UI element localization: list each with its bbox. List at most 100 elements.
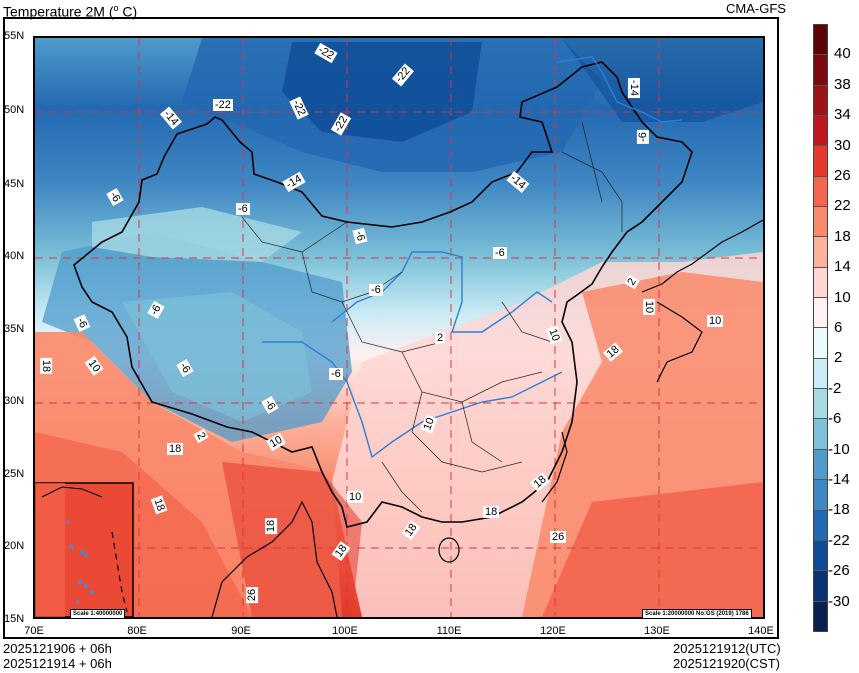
coastline-japan xyxy=(641,219,763,293)
contour-label: -6 xyxy=(636,130,649,144)
colorbar-tick-label: -26 xyxy=(828,562,850,580)
lat-label-50n: 50N xyxy=(4,104,25,116)
inset-scale-label: Scale 1:40000000 xyxy=(70,609,126,619)
colorbar-swatch xyxy=(814,510,827,541)
contour-label: -6 xyxy=(236,203,250,215)
colorbar-tick-label: 30 xyxy=(834,136,851,154)
title-unit: C) xyxy=(118,3,138,20)
colorbar-tick-label: 6 xyxy=(834,319,843,336)
contour-label: -22 xyxy=(213,99,233,111)
colorbar-swatch xyxy=(814,146,827,177)
colorbar-tick-label: -2 xyxy=(828,379,842,397)
colorbar-tick-label: 18 xyxy=(834,227,851,245)
map-canvas xyxy=(35,38,763,617)
colorbar-tick-label: 38 xyxy=(834,75,851,93)
colorbar-tick-label: 22 xyxy=(834,197,851,215)
colorbar-swatch xyxy=(814,571,827,602)
coldest-region xyxy=(282,42,482,142)
south-china-sea-inset xyxy=(35,482,134,617)
lon-label-130e: 130E xyxy=(644,625,670,637)
contour-label: 26 xyxy=(246,586,259,604)
contour-label: -6 xyxy=(329,368,343,380)
colorbar-swatch xyxy=(814,389,827,420)
colorbar-tick-label: -10 xyxy=(828,440,850,458)
basin-region xyxy=(92,207,302,262)
lon-label-90e: 90E xyxy=(231,625,251,637)
coastline-india-burma xyxy=(211,500,338,617)
lon-label-100e: 100E xyxy=(332,625,358,637)
colorbar-tick-label: 14 xyxy=(834,258,851,276)
contour-label: 10 xyxy=(643,298,656,316)
init-time-utc: 2025121906 + 06h xyxy=(3,641,112,656)
colorbar-swatch xyxy=(814,207,827,238)
colorbar-swatch xyxy=(814,480,827,511)
colorbar-tick-label: -18 xyxy=(828,501,850,519)
contour-label: -6 xyxy=(369,284,383,296)
colorbar-swatch xyxy=(814,358,827,390)
contour-label: 18 xyxy=(265,517,278,535)
colorbar xyxy=(813,24,828,632)
lat-label-55n: 55N xyxy=(4,30,25,42)
lat-label-35n: 35N xyxy=(4,323,25,335)
colorbar-swatch xyxy=(814,298,827,329)
colorbar-swatch xyxy=(814,601,827,631)
colorbar-swatch xyxy=(814,25,827,56)
cold-region-ne xyxy=(562,38,763,122)
colorbar-swatch xyxy=(814,419,827,450)
colorbar-tick-label: -14 xyxy=(828,471,850,488)
province-borders xyxy=(241,121,623,513)
amur-river xyxy=(556,56,683,123)
lat-label-25n: 25N xyxy=(4,468,25,480)
colorbar-tick-label: 26 xyxy=(834,167,851,184)
china-border xyxy=(73,61,693,528)
plateau-cool-region xyxy=(122,292,312,422)
valid-time-cst: 2025121920(CST) xyxy=(673,656,780,671)
lat-label-30n: 30N xyxy=(4,395,25,407)
colorbar-tick-label: -22 xyxy=(828,531,850,549)
contour-label: 26 xyxy=(550,531,567,543)
lon-label-140e: 140E xyxy=(748,625,774,637)
contour-label: 18 xyxy=(167,443,184,455)
colorbar-swatch xyxy=(814,267,827,299)
colorbar-tick-label: -30 xyxy=(828,592,850,610)
yangtze-river xyxy=(262,341,563,459)
contour-label: -14 xyxy=(627,78,640,98)
lon-label-80e: 80E xyxy=(127,625,147,637)
temperature-map xyxy=(33,36,765,619)
colorbar-swatch xyxy=(814,55,827,86)
contour-label: 18 xyxy=(483,506,500,518)
contour-label: -6 xyxy=(493,247,507,259)
colorbar-tick-label: -6 xyxy=(828,410,842,428)
colorbar-swatch xyxy=(814,85,827,117)
colorbar-swatch xyxy=(814,176,827,208)
coastline-korea-kyushu xyxy=(656,301,703,383)
colorbar-swatch xyxy=(814,237,827,268)
contour-label: 10 xyxy=(347,491,364,503)
colorbar-tick-label: 40 xyxy=(834,45,851,63)
colorbar-swatch xyxy=(814,328,827,359)
islands xyxy=(66,520,94,604)
hot-region-bay xyxy=(222,462,362,617)
degree-symbol: o xyxy=(113,3,119,13)
colorbar-swatch xyxy=(814,116,827,147)
hot-sea-region xyxy=(542,482,763,617)
title-text: Temperature 2M ( xyxy=(3,3,114,20)
lon-label-70e: 70E xyxy=(24,625,44,637)
lat-label-20n: 20N xyxy=(4,540,25,552)
model-name: CMA-GFS xyxy=(726,1,786,16)
lon-label-110e: 110E xyxy=(436,625,462,637)
hainan-island xyxy=(438,537,460,563)
lon-label-120e: 120E xyxy=(540,625,566,637)
plot-outer-frame xyxy=(3,17,779,639)
main-scale-label: Scale 1:20000000 No:GS (2019) 1786 xyxy=(642,609,752,619)
chart-title: Temperature 2M (o C) xyxy=(3,0,137,20)
contour-label: 18 xyxy=(40,357,53,375)
colorbar-tick-label: 2 xyxy=(834,349,843,367)
colorbar-tick-label: 34 xyxy=(834,106,851,124)
valid-time-utc: 2025121912(UTC) xyxy=(673,641,781,656)
lat-label-40n: 40N xyxy=(4,250,25,262)
colorbar-swatch xyxy=(814,449,827,481)
coastline-taiwan xyxy=(541,431,568,503)
colorbar-swatch xyxy=(814,540,827,572)
contour-label: 10 xyxy=(707,315,724,327)
